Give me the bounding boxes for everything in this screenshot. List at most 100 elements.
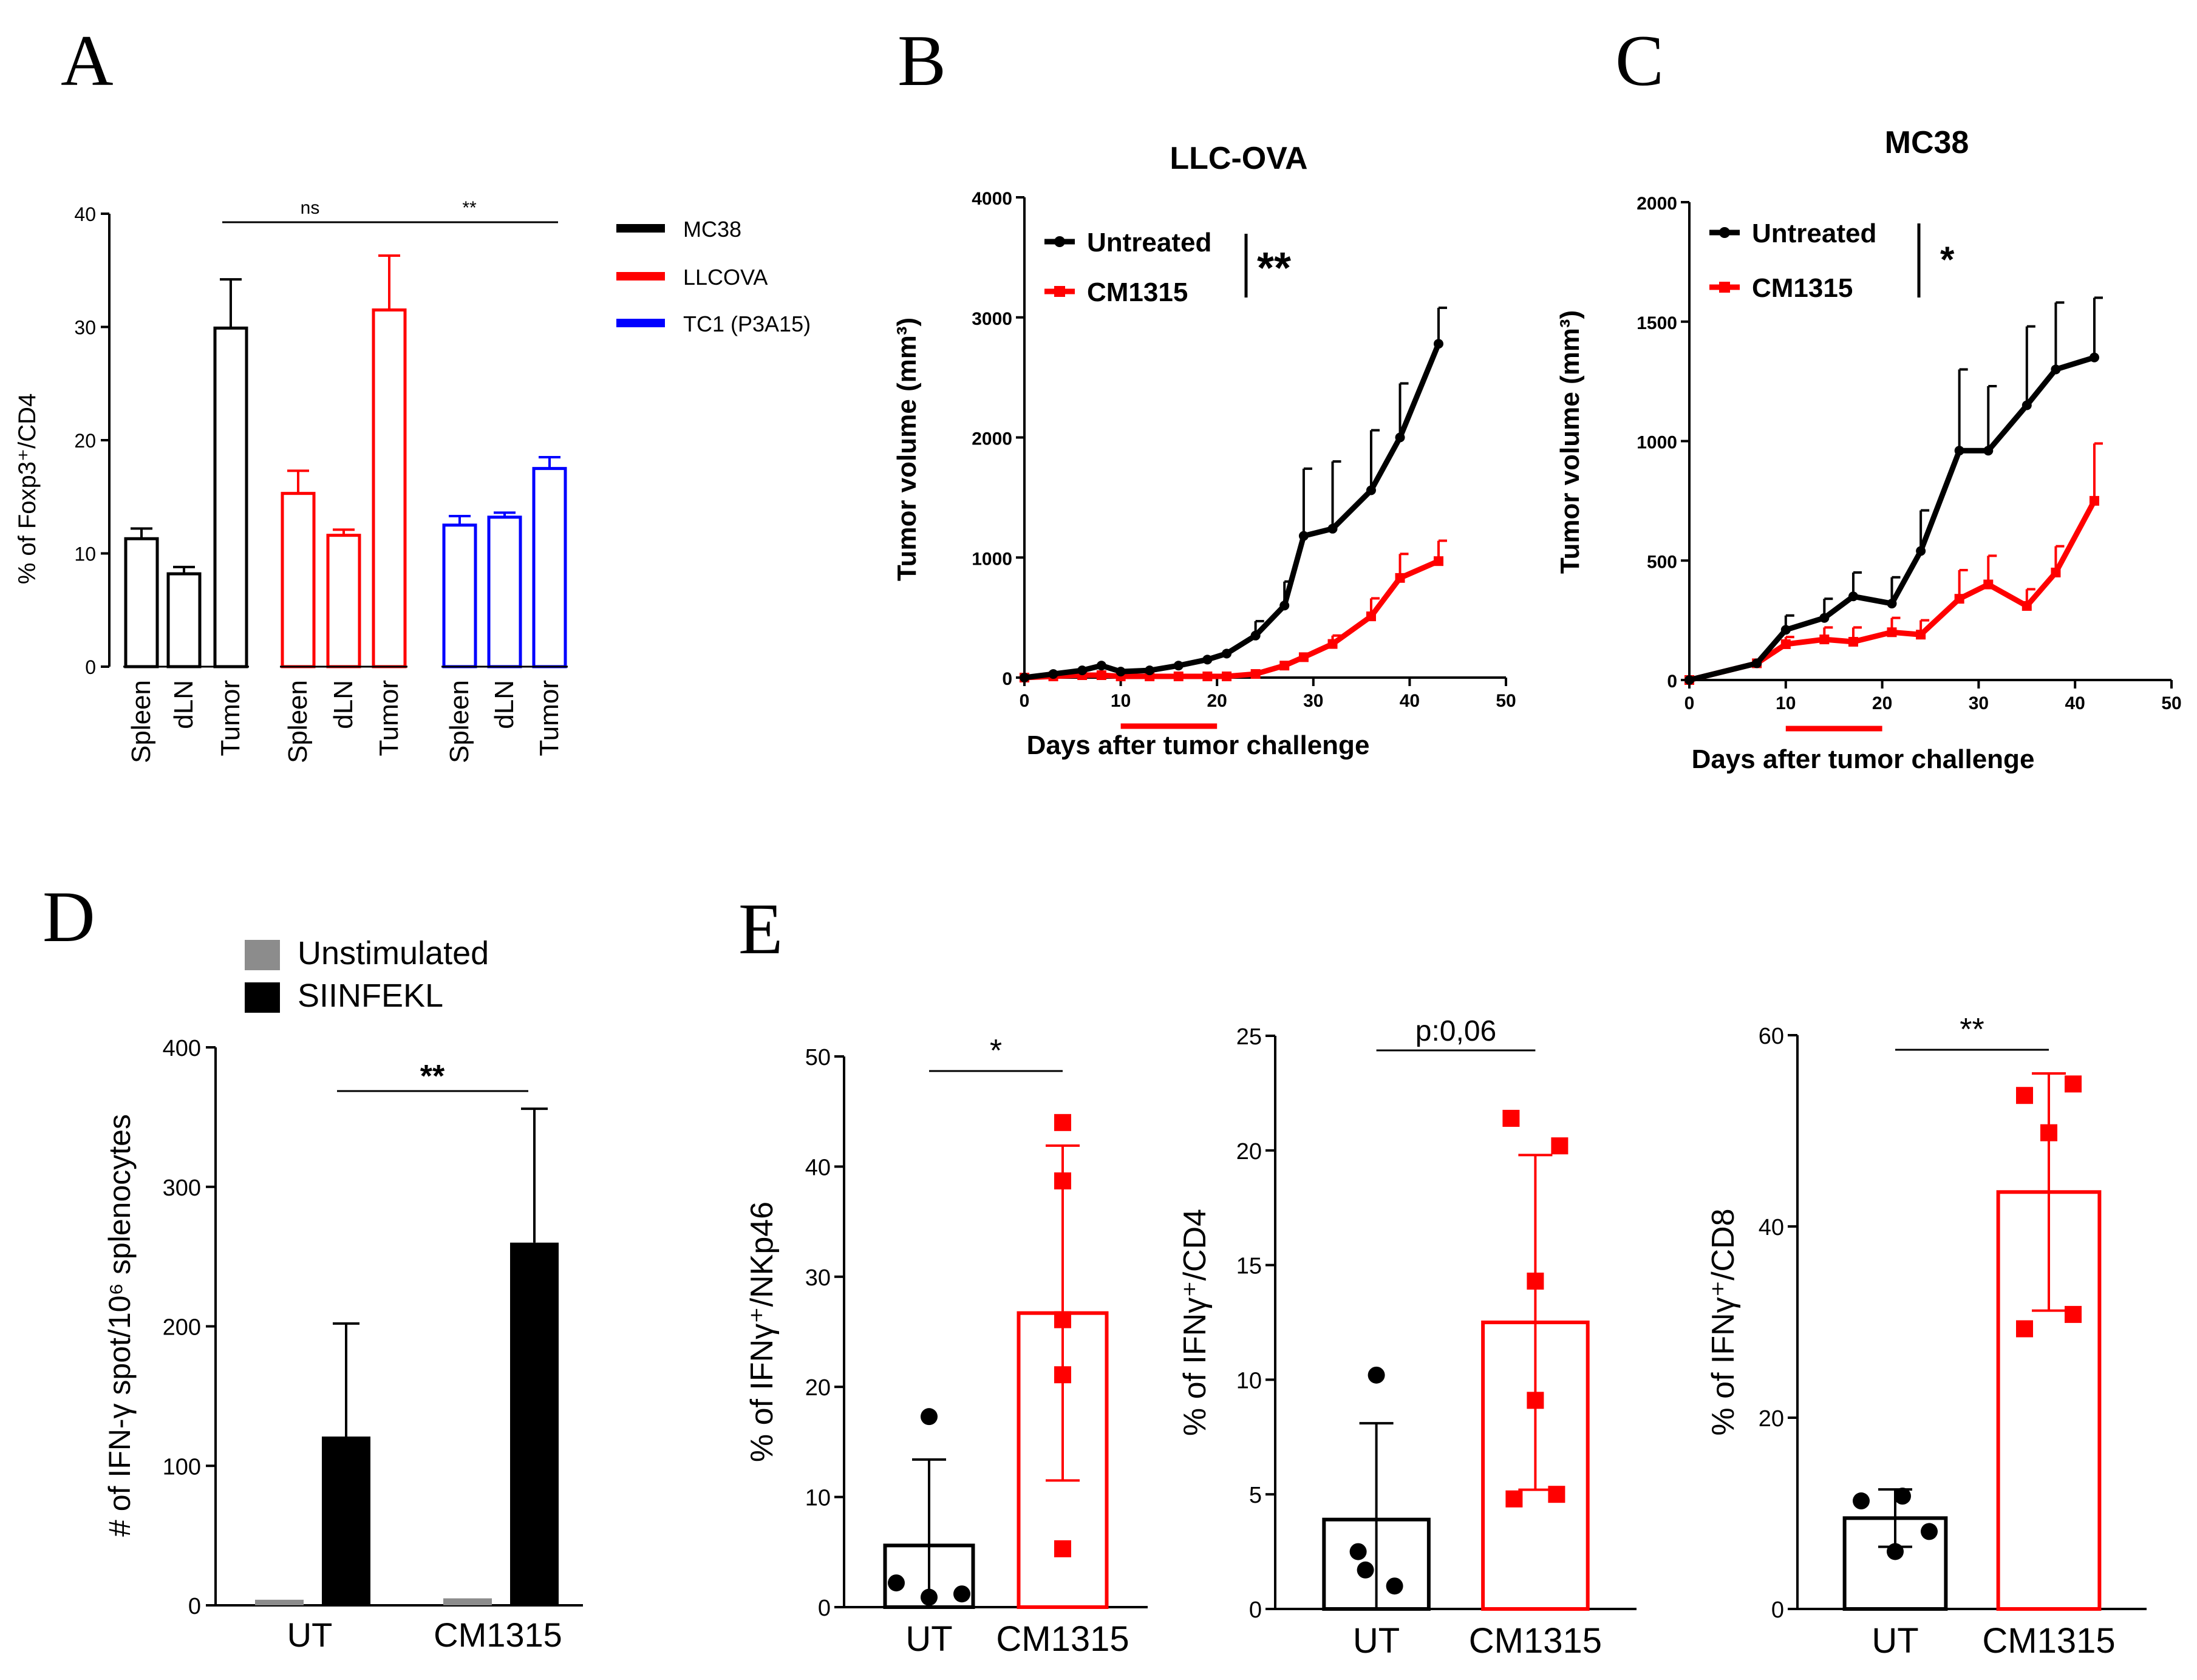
panel-d-significance-label: **	[420, 1059, 445, 1094]
panel-b-point-untreated	[1279, 600, 1290, 611]
panel-b-x-tick-label: 50	[1496, 691, 1516, 711]
panel-d-y-tick-label: 200	[163, 1315, 201, 1341]
panel-e2-y-tick-label: 10	[1236, 1368, 1262, 1393]
panel-a-bar-llcova-tumor	[372, 308, 407, 668]
panel-a-x-label: dLN	[489, 680, 519, 729]
panel-a-x-label: Tumor	[216, 680, 245, 757]
panel-c-x-tick-label: 0	[1684, 693, 1695, 713]
panel-e3-x-label: UT	[1872, 1621, 1918, 1661]
panel-letter-b: B	[898, 20, 946, 101]
panel-e1-x-label: CM1315	[996, 1619, 1129, 1659]
panel-e3-ylabel: % of IFNγ⁺/CD8	[1706, 1208, 1741, 1435]
panel-c-point-untreated	[2022, 400, 2032, 410]
panel-e1-y-tick-label: 0	[818, 1596, 831, 1621]
panel-b-y-tick-label: 3000	[972, 309, 1012, 329]
panel-c-point-untreated	[1819, 613, 1830, 623]
panel-b-y-tick-label: 0	[1002, 669, 1012, 689]
panel-b-point-cm1315	[1250, 669, 1261, 679]
panel-b-point-cm1315	[1433, 556, 1443, 566]
panel-c-x-tick-label: 20	[1872, 693, 1892, 713]
panel-a-y-tick-label: 30	[74, 317, 96, 339]
panel-a-significance-label: **	[462, 198, 477, 218]
panel-e1-y-tick-label: 10	[805, 1486, 831, 1511]
legend-swatch-siinfekl	[245, 982, 280, 1013]
legend-label-untreated: Untreated	[1752, 219, 1876, 248]
panel-c-point-cm1315	[1848, 637, 1858, 647]
panel-c-point-cm1315	[1916, 630, 1926, 640]
panel-d: # of IFN-γ spot/10⁶ splenocytes Unstimul…	[103, 935, 583, 1654]
panel-a-y-tick-label: 20	[74, 430, 96, 452]
panel-a-x-label: Tumor	[374, 680, 404, 757]
panel-e2-y-tick-label: 5	[1249, 1483, 1262, 1508]
panel-a-bar-llcova-spleen	[281, 492, 316, 668]
panel-e2-point-ut	[1368, 1366, 1385, 1384]
panel-e3-y-tick-label: 20	[1759, 1406, 1784, 1432]
panel-c-xlabel: Days after tumor challenge	[1692, 744, 2035, 774]
panel-c-point-untreated	[2089, 352, 2099, 362]
panel-b-point-cm1315	[1395, 573, 1405, 583]
panel-d-y-tick-label: 400	[163, 1036, 201, 1061]
panel-d-bar-siinfekl-cm1315	[510, 1242, 559, 1605]
panel-c-title: MC38	[1885, 125, 1969, 160]
panel-b-point-untreated	[1366, 485, 1376, 495]
panel-e2-y-tick-label: 20	[1236, 1139, 1262, 1165]
panel-e3-point-ut	[1853, 1492, 1870, 1510]
panel-c-y-tick-label: 2000	[1637, 194, 1677, 214]
panel-b-point-cm1315	[1327, 639, 1338, 649]
panel-e2-y-tick-label: 15	[1236, 1254, 1262, 1279]
panel-a-ylabel: % of Foxp3⁺/CD4	[14, 393, 41, 585]
panel-e3-y-tick-label: 60	[1759, 1024, 1784, 1049]
legend-label-cm1315: CM1315	[1087, 277, 1188, 307]
panel-c-point-untreated	[1954, 446, 1964, 456]
panel-c-point-cm1315	[1954, 594, 1964, 604]
panel-c-point-cm1315	[2022, 601, 2032, 611]
significance-label: *	[1940, 239, 1955, 280]
panel-b-y-tick-label: 4000	[972, 189, 1012, 209]
panel-e3-significance-label: **	[1960, 1012, 1984, 1047]
panel-b-xlabel: Days after tumor challenge	[1027, 730, 1370, 760]
panel-e2-y-tick-label: 25	[1236, 1024, 1262, 1050]
panel-d-y-tick-label: 0	[188, 1594, 201, 1619]
panel-b-point-untreated	[1250, 630, 1261, 641]
panel-e3-y-tick-label: 0	[1771, 1597, 1784, 1623]
panel-e2-point-cm1315	[1505, 1490, 1523, 1508]
panel-c-x-tick-label: 50	[2161, 693, 2181, 713]
panel-c-y-tick-label: 1000	[1637, 433, 1677, 453]
panel-a-x-label: Spleen	[445, 680, 474, 763]
panel-e2-point-cm1315	[1551, 1137, 1569, 1155]
panel-e2-point-cm1315	[1527, 1392, 1544, 1409]
panel-b-ylabel: Tumor volume (mm³)	[892, 318, 922, 581]
panel-c-y-tick-label: 1500	[1637, 313, 1677, 333]
panel-b-y-tick-label: 2000	[972, 429, 1012, 449]
panel-a-legend: MC38 LLCOVA TC1 (P3A15)	[616, 217, 811, 336]
panel-e1-ylabel: % of IFNγ⁺/NKp46	[744, 1202, 780, 1462]
panel-letter-c: C	[1615, 20, 1664, 101]
panel-b-x-tick-label: 30	[1303, 691, 1323, 711]
panel-c-x-tick-label: 30	[1969, 693, 1989, 713]
panel-b-point-untreated	[1116, 667, 1126, 677]
panel-a-x-label: dLN	[169, 680, 199, 729]
panel-c-point-cm1315	[2089, 495, 2099, 506]
panel-c-y-tick-label: 500	[1647, 552, 1677, 572]
panel-e2-ylabel: % of IFNγ⁺/CD4	[1177, 1209, 1213, 1436]
panel-a-bar-llcova-dln	[326, 534, 361, 668]
panel-a-x-label: Spleen	[126, 680, 156, 763]
panel-c-point-cm1315	[1983, 579, 1994, 590]
panel-e2-point-ut	[1386, 1577, 1403, 1595]
panel-d-bar-unstimulated-cm1315	[443, 1598, 492, 1605]
panel-letter-d: D	[43, 876, 95, 957]
panel-e3-point-cm1315	[2040, 1124, 2057, 1141]
panel-c-point-untreated	[1780, 625, 1791, 635]
panel-d-x-label: CM1315	[434, 1616, 562, 1654]
panel-e1-y-tick-label: 50	[805, 1045, 831, 1070]
legend-marker-cm1315	[1719, 282, 1730, 293]
panel-e3-point-cm1315	[2065, 1075, 2082, 1093]
panel-e3-x-label: CM1315	[1982, 1621, 2115, 1661]
panel-e1-point-ut	[921, 1408, 938, 1426]
panel-e3-point-cm1315	[2065, 1305, 2082, 1323]
panel-e2-point-cm1315	[1548, 1486, 1565, 1503]
panel-e1-x-label: UT	[905, 1619, 952, 1659]
panel-c-point-cm1315	[1887, 627, 1897, 638]
panel-b-point-cm1315	[1279, 661, 1290, 671]
panel-e2-significance-label: p:0,06	[1415, 1015, 1496, 1047]
